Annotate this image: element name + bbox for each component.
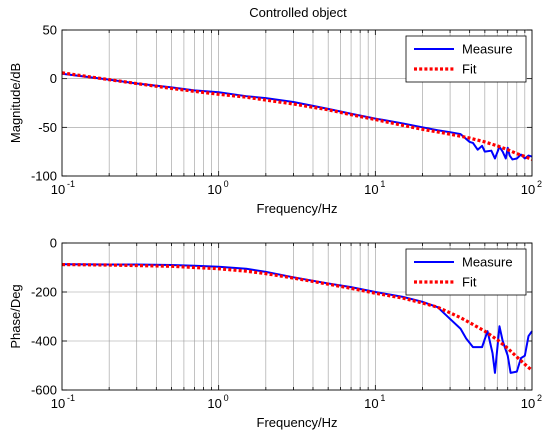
legend: Measure Fit bbox=[405, 248, 527, 296]
legend-box bbox=[405, 35, 527, 83]
x-tick-label: 10 bbox=[51, 396, 65, 411]
y-tick-label: -200 bbox=[31, 285, 57, 300]
x-tick-label-exponent: -1 bbox=[67, 393, 75, 403]
x-tick-label-exponent: 1 bbox=[380, 179, 385, 189]
y-axis-label: Magnitude/dB bbox=[8, 63, 23, 143]
legend-label-fit: Fit bbox=[462, 275, 477, 290]
legend-box bbox=[405, 248, 527, 296]
x-axis-label: Frequency/Hz bbox=[257, 201, 338, 216]
x-tick-label-exponent: 2 bbox=[537, 393, 542, 403]
legend-label-measure: Measure bbox=[462, 42, 513, 57]
y-tick-label: 50 bbox=[43, 23, 57, 38]
legend-label-fit: Fit bbox=[462, 62, 477, 77]
x-tick-label: 10 bbox=[521, 396, 535, 411]
y-tick-label: 0 bbox=[50, 236, 57, 251]
x-tick-label-exponent: -1 bbox=[67, 179, 75, 189]
series-line-measure bbox=[61, 72, 533, 161]
y-tick-label: -50 bbox=[38, 120, 57, 135]
y-axis-label: Phase/Deg bbox=[8, 284, 23, 348]
series-line-measure bbox=[61, 263, 533, 374]
y-tick-label: 0 bbox=[50, 71, 57, 86]
x-axis-label: Frequency/Hz bbox=[257, 415, 338, 430]
x-tick-label: 10 bbox=[364, 396, 378, 411]
x-tick-label-exponent: 2 bbox=[537, 179, 542, 189]
series-line-fit bbox=[61, 71, 533, 161]
series-line-fit bbox=[61, 262, 534, 372]
x-tick-label-exponent: 1 bbox=[380, 393, 385, 403]
x-tick-label: 10 bbox=[207, 182, 221, 197]
figure-title: Controlled object bbox=[249, 5, 347, 20]
x-tick-label-exponent: 0 bbox=[224, 393, 229, 403]
legend-label-measure: Measure bbox=[462, 255, 513, 270]
x-tick-label: 10 bbox=[51, 182, 65, 197]
x-tick-label: 10 bbox=[207, 396, 221, 411]
x-tick-label: 10 bbox=[521, 182, 535, 197]
axes-box bbox=[61, 242, 533, 391]
y-tick-label: -600 bbox=[31, 383, 57, 398]
y-tick-label: -100 bbox=[31, 169, 57, 184]
axes-box bbox=[61, 29, 533, 177]
x-tick-label-exponent: 0 bbox=[224, 179, 229, 189]
legend: Measure Fit bbox=[405, 35, 527, 83]
y-tick-label: -400 bbox=[31, 334, 57, 349]
x-tick-label: 10 bbox=[364, 182, 378, 197]
